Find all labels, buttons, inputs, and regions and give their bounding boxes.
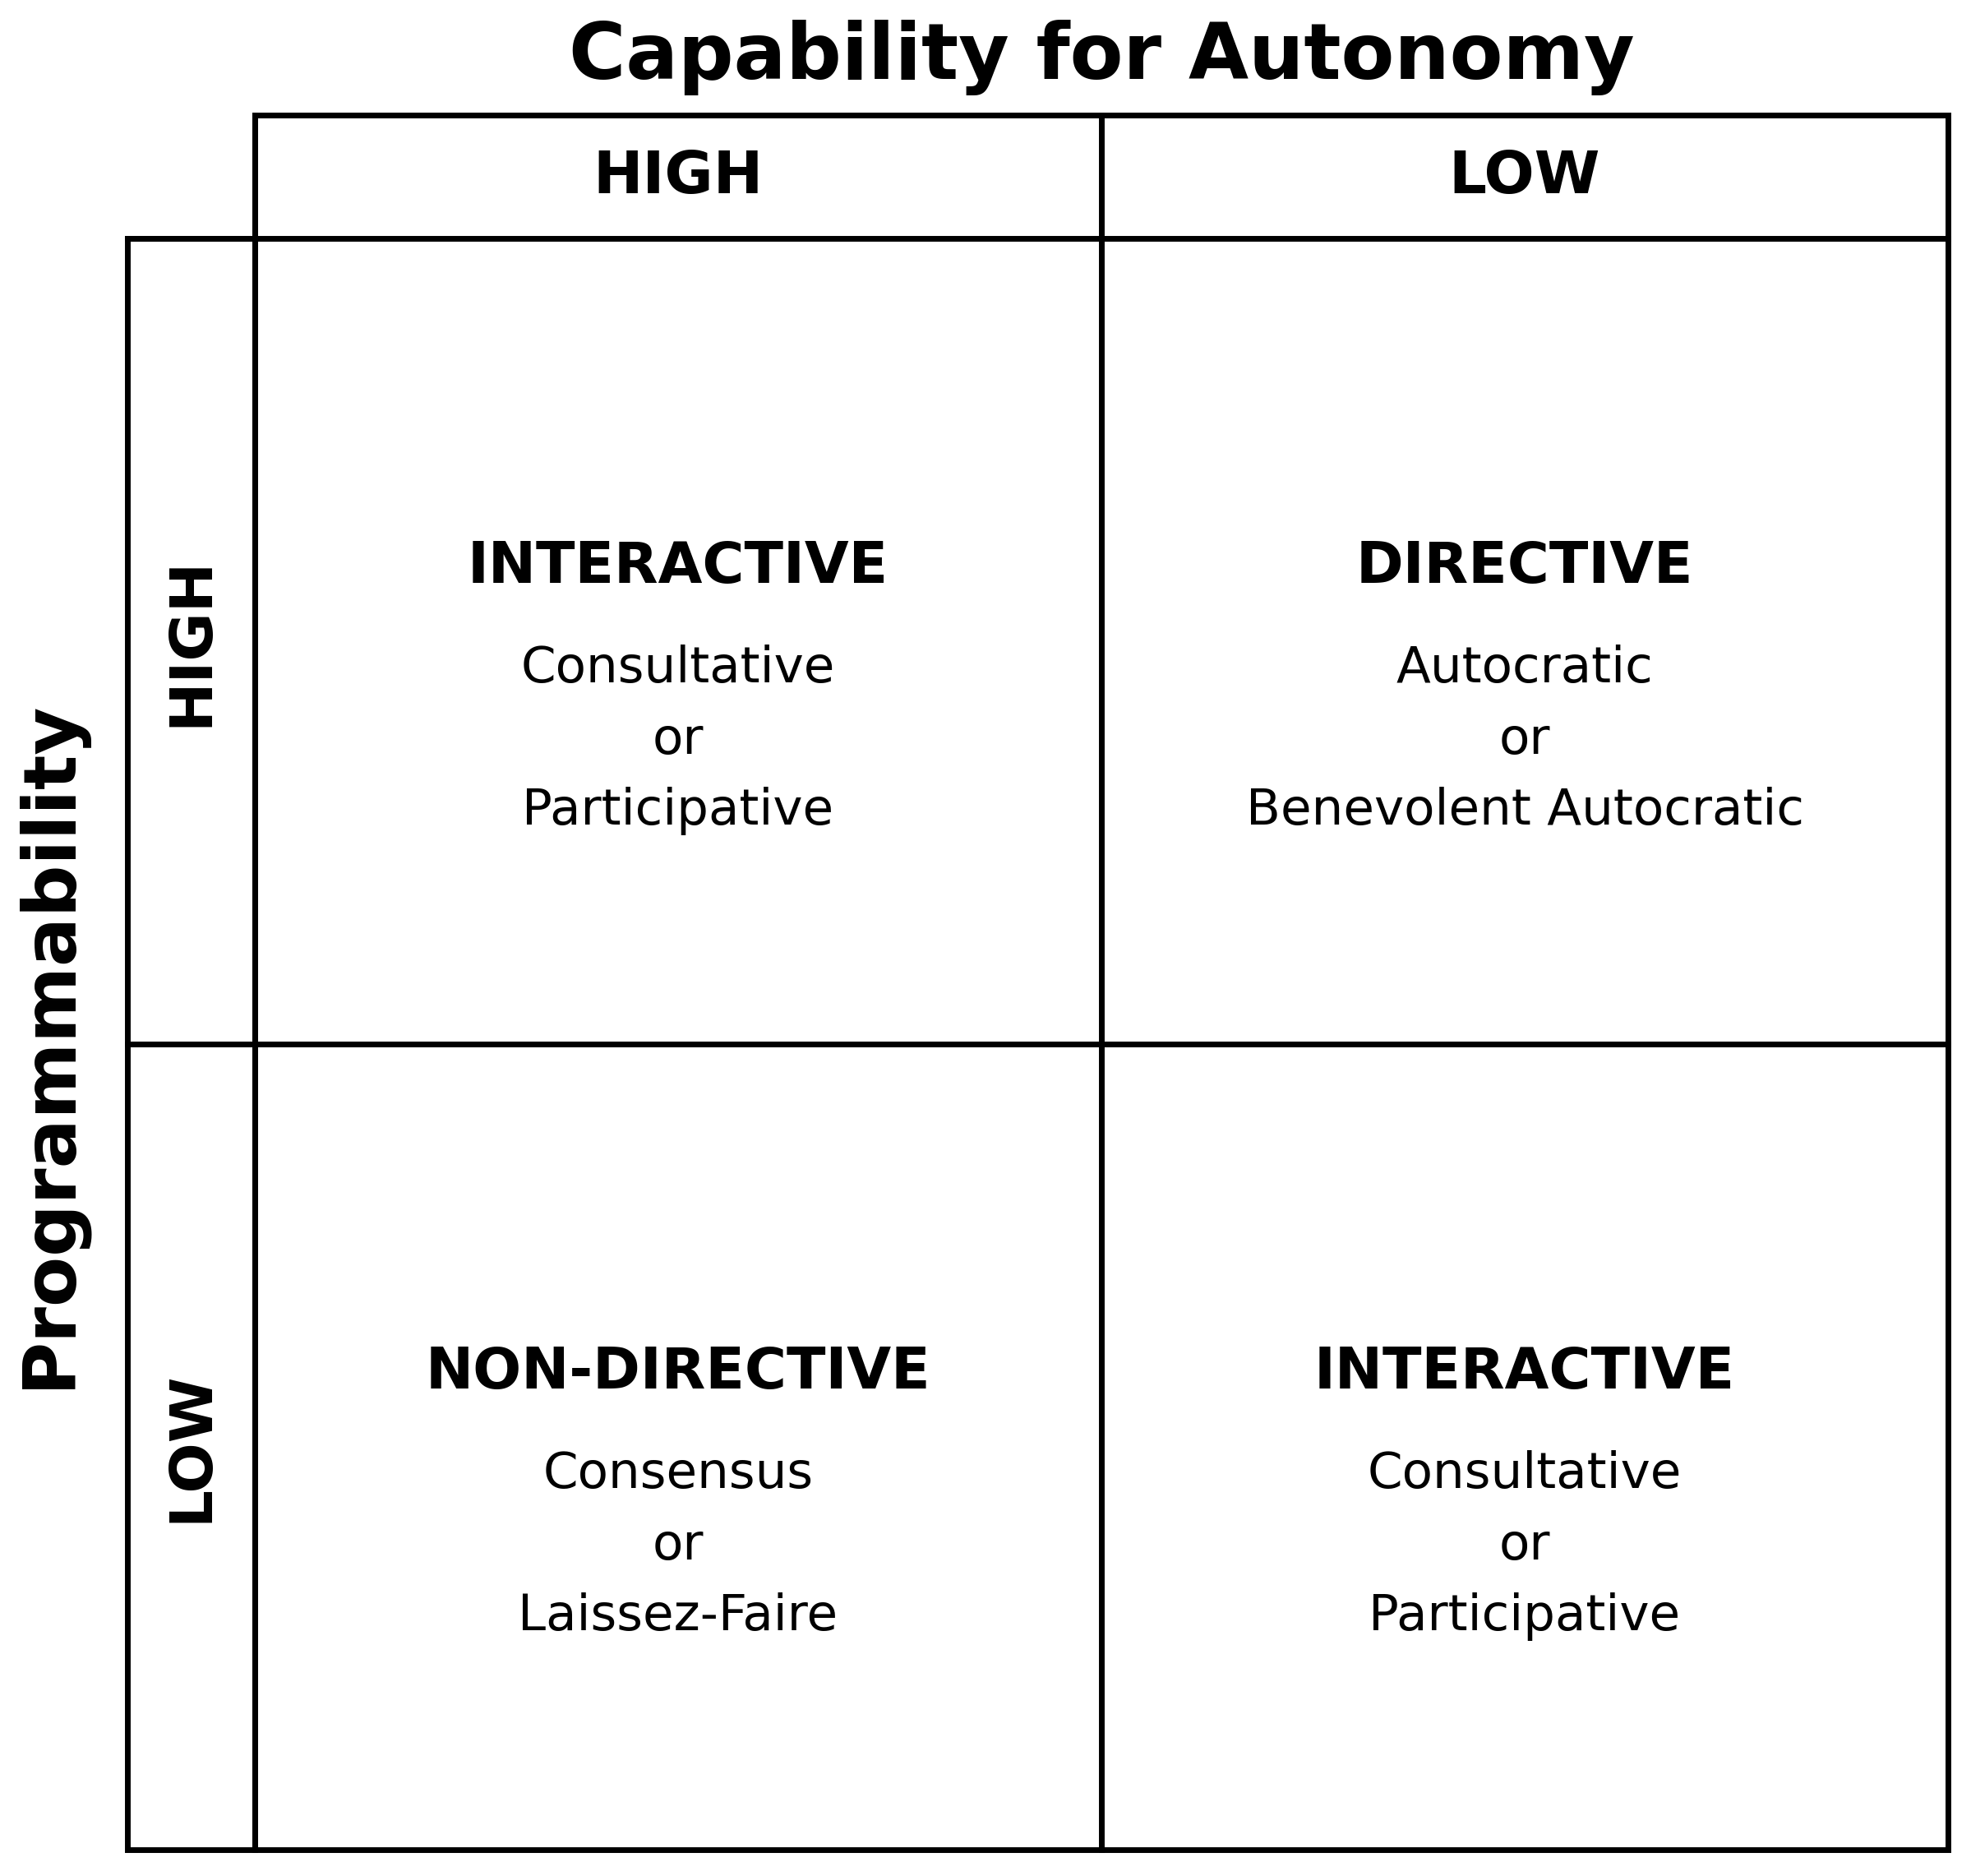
Bar <box>128 238 254 1850</box>
Text: INTERACTIVE: INTERACTIVE <box>1315 1345 1734 1399</box>
Text: DIRECTIVE: DIRECTIVE <box>1356 540 1693 595</box>
Text: HIGH: HIGH <box>593 148 763 204</box>
Text: Consensus
or
Laissez-Faire: Consensus or Laissez-Faire <box>518 1450 838 1642</box>
Text: NON-DIRECTIVE: NON-DIRECTIVE <box>426 1345 930 1399</box>
Text: Consultative
or
Participative: Consultative or Participative <box>1368 1450 1681 1642</box>
Text: HIGH: HIGH <box>164 555 219 726</box>
Text: LOW: LOW <box>164 1371 219 1523</box>
Text: INTERACTIVE: INTERACTIVE <box>467 540 889 595</box>
Text: Consultative
or
Participative: Consultative or Participative <box>520 645 836 835</box>
Text: Autocratic
or
Benevolent Autocratic: Autocratic or Benevolent Autocratic <box>1246 645 1803 835</box>
Bar <box>254 114 1947 1850</box>
Text: Programmability: Programmability <box>14 700 85 1388</box>
Text: LOW: LOW <box>1449 148 1600 204</box>
Text: Capability for Autonomy: Capability for Autonomy <box>568 21 1634 96</box>
